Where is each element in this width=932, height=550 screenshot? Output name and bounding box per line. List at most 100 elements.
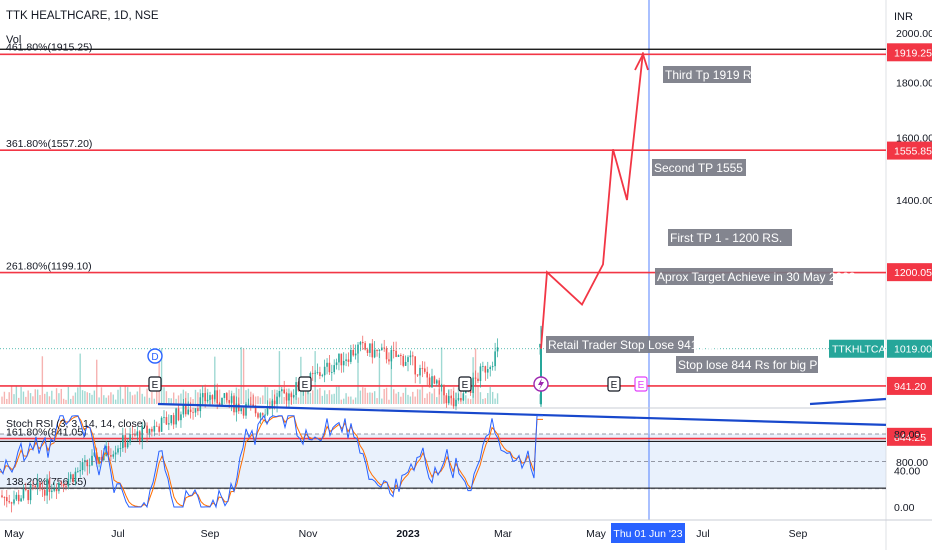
- indicator-label[interactable]: Stoch RSI (3, 3, 14, 14, close): [6, 418, 146, 430]
- candle-body: [172, 415, 175, 425]
- volume-bar: [400, 396, 402, 404]
- earnings-box: [634, 376, 648, 392]
- volume-bar: [397, 391, 400, 404]
- volume-bar: [13, 394, 15, 404]
- candle-body: [34, 486, 37, 487]
- annotation-note[interactable]: Stop lose 844 Rs for big Player: [676, 356, 843, 373]
- volume-bar: [22, 391, 25, 404]
- annotation-note[interactable]: Third Tp 1919 Rs.: [663, 66, 761, 83]
- volume-bar: [369, 392, 371, 404]
- volume-bar: [302, 387, 304, 404]
- candle-body: [25, 488, 27, 491]
- annotations[interactable]: Third Tp 1919 Rs. Second TP 1555 Rs. First…: [546, 66, 856, 373]
- volume-bar: [146, 388, 148, 404]
- volume-bar: [153, 398, 156, 404]
- price-tick-label: 1600.00: [896, 132, 932, 144]
- candle-body: [357, 344, 359, 354]
- fib-level-label: 138.20%(756.55): [6, 476, 87, 488]
- candle-body: [160, 417, 163, 432]
- date-highlight-label: Thu 01 Jun '23: [613, 528, 682, 540]
- volume-bar: [328, 390, 331, 404]
- rsi-tick-label: 80.00: [894, 429, 920, 441]
- annotation-note[interactable]: Second TP 1555 Rs.: [652, 159, 764, 176]
- candle-body: [187, 409, 190, 415]
- volume-bar: [421, 386, 424, 404]
- volume-bar: [378, 353, 381, 404]
- volume-bar: [357, 353, 359, 404]
- time-axis[interactable]: May Jul Sep Nov 2023 Mar May Jul Sep Thu 01 Jun '…: [4, 523, 807, 543]
- volume-bar: [160, 348, 163, 404]
- candle-body: [230, 396, 233, 403]
- price-badge-text: 1019.00: [894, 344, 932, 356]
- annotation-note[interactable]: First TP 1 - 1200 RS.: [668, 229, 792, 246]
- marker-letter: E: [611, 380, 618, 391]
- earnings-marker[interactable]: E: [298, 376, 312, 392]
- volume-bar: [307, 391, 309, 404]
- earnings-marker[interactable]: E: [634, 376, 648, 392]
- candle-body: [163, 417, 165, 418]
- volume-bar: [465, 395, 467, 404]
- marker-letter: E: [462, 380, 469, 391]
- earnings-marker[interactable]: E: [607, 376, 621, 392]
- candle-body: [359, 342, 362, 345]
- candle-body: [117, 448, 119, 453]
- candle-body: [226, 393, 228, 401]
- rsi-tick-label: 0.00: [894, 502, 915, 514]
- candle-body: [257, 413, 259, 418]
- price-axis[interactable]: 2000.00 1800.00 1600.00 1400.00 800.00 1919.2…: [829, 28, 932, 514]
- candle-body: [414, 356, 416, 375]
- volume-bar: [119, 386, 122, 404]
- candle-body: [247, 403, 250, 405]
- candle-body: [228, 400, 230, 403]
- candle-body: [416, 374, 419, 376]
- price-tick-label: 800.00: [896, 457, 928, 469]
- volume-bar: [352, 399, 354, 404]
- candle-body: [539, 343, 541, 348]
- volume-bar: [91, 394, 93, 404]
- candle-body: [143, 425, 146, 427]
- fib-level-label: 261.80%(1199.10): [6, 261, 92, 273]
- candle-body: [273, 400, 276, 405]
- candle-body: [419, 367, 421, 376]
- earnings-marker[interactable]: E: [458, 376, 472, 392]
- volume-bar: [223, 396, 226, 404]
- volume-bar: [41, 356, 44, 404]
- annotation-note[interactable]: Retail Trader Stop Lose 941 Rs.: [546, 336, 719, 353]
- candle-body: [126, 442, 129, 448]
- candle-body: [390, 350, 393, 362]
- volume-bar: [431, 393, 433, 404]
- candle-body: [366, 349, 369, 353]
- candle-body: [364, 343, 366, 350]
- candle-body: [421, 367, 424, 369]
- earnings-marker[interactable]: E: [148, 376, 162, 392]
- candle-body: [252, 404, 254, 406]
- volume-bar: [362, 387, 364, 404]
- volume-bar: [131, 395, 134, 404]
- event-markers[interactable]: D E E E E E: [147, 348, 648, 392]
- date-highlight-badge: [611, 523, 685, 543]
- volume-bar: [404, 387, 407, 404]
- dividend-marker[interactable]: D: [147, 348, 163, 364]
- candle-body: [259, 413, 262, 418]
- volume-bar: [371, 392, 373, 404]
- volume-bar: [309, 392, 312, 404]
- volume-bar: [283, 397, 285, 404]
- volume-bar: [479, 392, 482, 404]
- candle-body: [8, 501, 10, 503]
- candle-body: [197, 408, 199, 412]
- annotation-text: Third Tp 1919 Rs.: [665, 68, 761, 82]
- candle-body: [335, 362, 338, 366]
- volume-bar: [331, 394, 333, 404]
- fib-level-label: 161.80%(841.05): [6, 427, 87, 439]
- candle-body: [153, 425, 156, 432]
- candle-body: [134, 434, 136, 436]
- candle-body: [261, 413, 264, 415]
- volume-bar: [254, 396, 257, 404]
- marker-letter: D: [151, 352, 158, 363]
- annotation-note[interactable]: Aprox Target Achieve in 30 May 2023: [655, 268, 856, 285]
- volume-bar: [214, 356, 216, 404]
- candle-body: [469, 389, 472, 393]
- candle-body: [53, 488, 55, 491]
- candle-body: [409, 355, 412, 358]
